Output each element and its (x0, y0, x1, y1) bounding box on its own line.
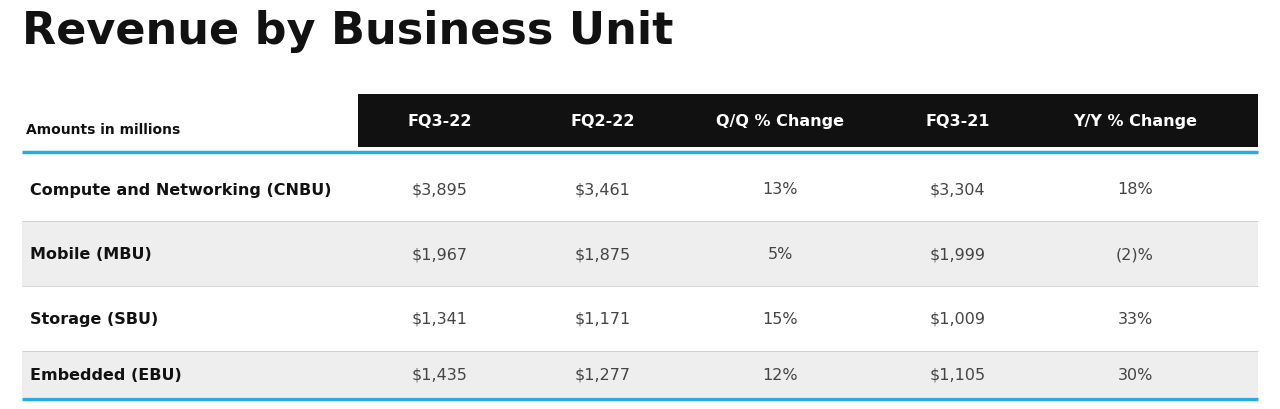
Text: Amounts in millions: Amounts in millions (26, 122, 180, 136)
Text: 12%: 12% (763, 366, 799, 382)
Text: (2)%: (2)% (1116, 246, 1155, 261)
Text: $1,999: $1,999 (929, 246, 986, 261)
Bar (22, 221, 1258, 286)
Text: Q/Q % Change: Q/Q % Change (717, 114, 845, 129)
Bar (22, 286, 1258, 351)
Text: Revenue by Business Unit: Revenue by Business Unit (22, 10, 673, 53)
Text: Y/Y % Change: Y/Y % Change (1073, 114, 1197, 129)
Text: $1,277: $1,277 (575, 366, 631, 382)
Text: $1,105: $1,105 (929, 366, 986, 382)
Text: 13%: 13% (763, 182, 797, 197)
Text: $1,009: $1,009 (929, 311, 986, 326)
Text: FQ3-22: FQ3-22 (407, 114, 472, 129)
Text: $3,461: $3,461 (575, 182, 631, 197)
Text: FQ3-21: FQ3-21 (925, 114, 989, 129)
Text: Compute and Networking (CNBU): Compute and Networking (CNBU) (29, 182, 332, 197)
Text: $1,341: $1,341 (412, 311, 467, 326)
Text: Storage (SBU): Storage (SBU) (29, 311, 159, 326)
Text: $1,435: $1,435 (412, 366, 467, 382)
Text: FQ2-22: FQ2-22 (571, 114, 635, 129)
Text: 30%: 30% (1117, 366, 1153, 382)
Text: Embedded (EBU): Embedded (EBU) (29, 366, 182, 382)
Text: 15%: 15% (763, 311, 799, 326)
Bar (22, 351, 1258, 397)
Text: 5%: 5% (768, 246, 794, 261)
Text: 33%: 33% (1117, 311, 1153, 326)
Text: $3,304: $3,304 (929, 182, 986, 197)
Text: Mobile (MBU): Mobile (MBU) (29, 246, 152, 261)
Text: $1,875: $1,875 (575, 246, 631, 261)
Text: $3,895: $3,895 (412, 182, 467, 197)
Text: $1,967: $1,967 (412, 246, 467, 261)
Text: $1,171: $1,171 (575, 311, 631, 326)
Text: 18%: 18% (1117, 182, 1153, 197)
Bar (22, 157, 1258, 221)
Bar (358, 95, 1258, 148)
